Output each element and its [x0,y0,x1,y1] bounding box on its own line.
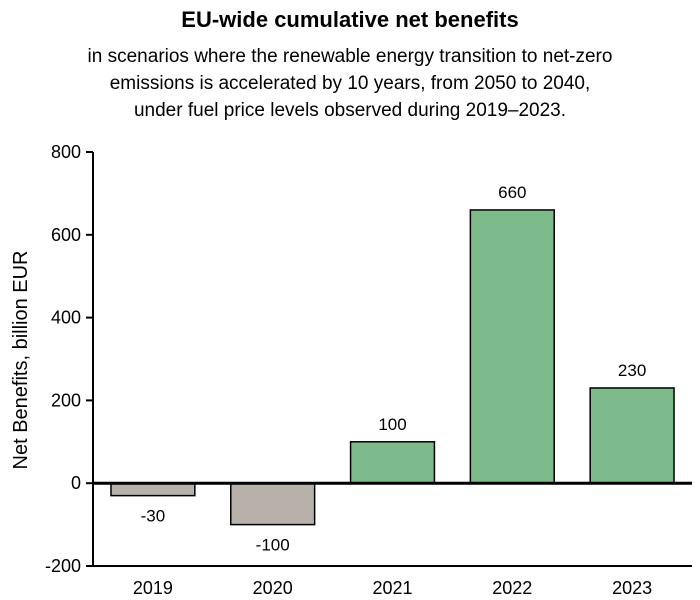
x-tick-label-2019: 2019 [133,578,173,598]
x-tick-label-2021: 2021 [372,578,412,598]
y-tick-label: 200 [51,390,81,410]
bar-2020 [230,482,316,526]
y-tick-label: -200 [45,556,81,576]
data-label-2023: 230 [618,361,646,380]
chart-subtitle-line-2: emissions is accelerated by 10 years, fr… [109,73,591,94]
y-tick-label: 400 [51,308,81,328]
x-tick-label-2020: 2020 [253,578,293,598]
x-axis: 2019 2020 2021 2022 2023 [93,565,692,598]
data-label-2022: 660 [498,183,526,202]
y-axis-label: Net Benefits, billion EUR [10,251,32,470]
chart-subtitle-line-1: in scenarios where the renewable energy … [87,46,613,67]
bar-2023 [589,387,675,484]
data-labels: -30 -100 100 660 230 [141,183,647,555]
y-axis: -200 0 200 400 600 800 [45,142,94,576]
y-tick-label: 600 [51,225,81,245]
data-label-2020: -100 [256,536,290,555]
chart-subtitle-line-3: under fuel price levels observed during … [133,100,567,121]
bars [110,209,675,526]
y-tick-label: 800 [51,142,81,162]
data-label-2021: 100 [378,415,406,434]
chart-title: EU-wide cumulative net benefits [181,7,519,32]
y-tick-label: 0 [71,473,81,493]
data-label-2019: -30 [141,507,166,526]
bar-2022 [469,209,555,484]
x-tick-label-2022: 2022 [492,578,532,598]
x-tick-label-2023: 2023 [612,578,652,598]
bar-2019 [110,482,196,497]
bar-2021 [349,441,436,484]
